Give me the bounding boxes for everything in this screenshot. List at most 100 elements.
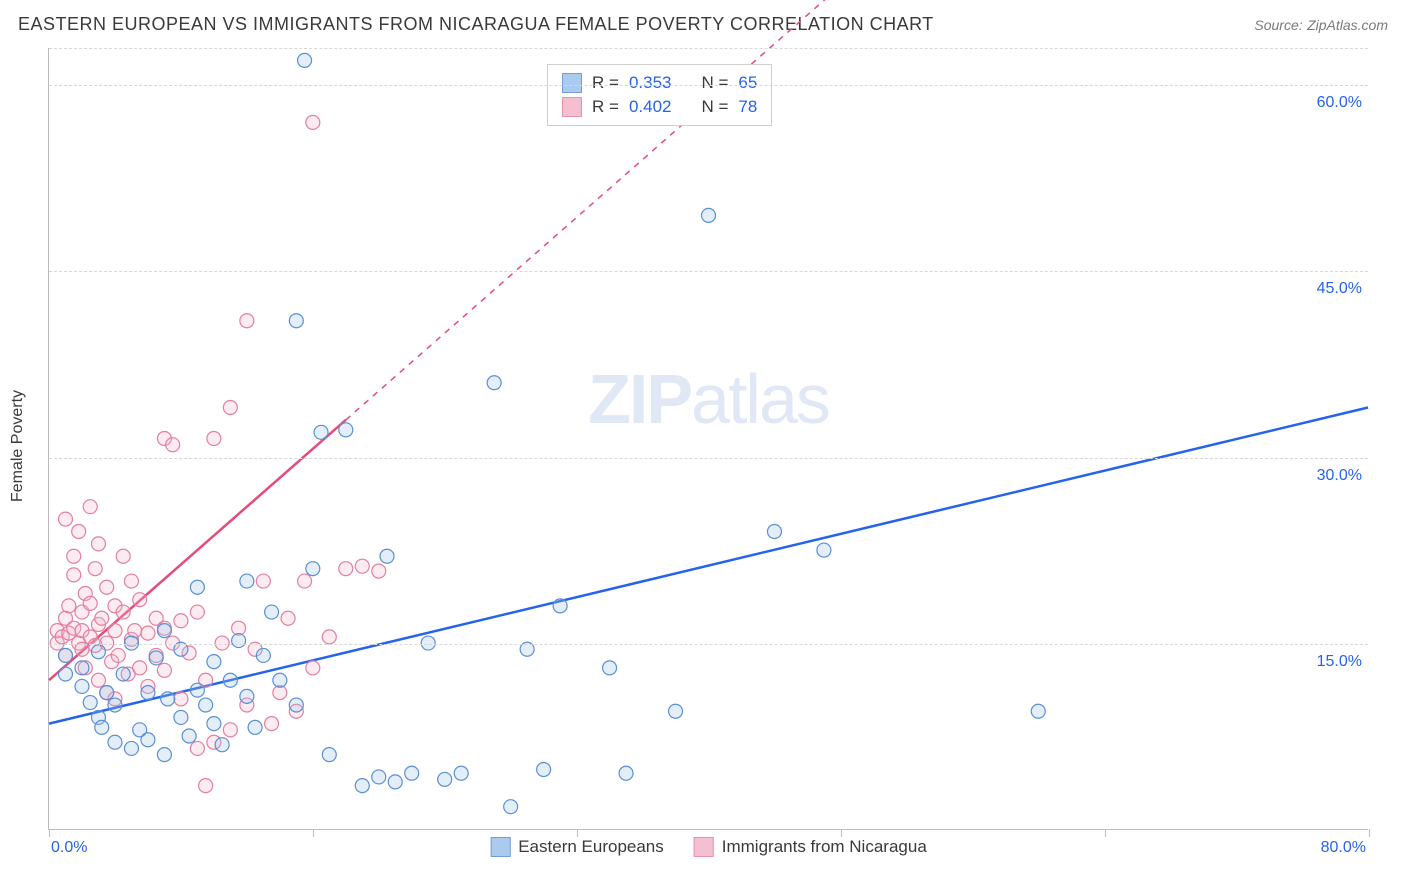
data-point (487, 376, 501, 390)
data-point (166, 438, 180, 452)
data-point (83, 696, 97, 710)
series-1-name: Immigrants from Nicaragua (722, 837, 927, 857)
data-point (174, 710, 188, 724)
data-point (124, 574, 138, 588)
data-point (207, 717, 221, 731)
gridline (49, 271, 1368, 272)
data-point (223, 723, 237, 737)
data-point (223, 401, 237, 415)
data-point (372, 770, 386, 784)
data-point (240, 314, 254, 328)
swatch-series-0 (562, 73, 582, 93)
data-point (273, 673, 287, 687)
y-tick-label: 30.0% (1317, 467, 1362, 485)
data-point (67, 549, 81, 563)
y-tick-label: 60.0% (1317, 94, 1362, 112)
x-tick (313, 829, 314, 837)
data-point (289, 314, 303, 328)
data-point (199, 698, 213, 712)
regression-line-series-0 (49, 408, 1368, 724)
legend-row-series-0: R = 0.353 N = 65 (562, 71, 757, 95)
correlation-legend: R = 0.353 N = 65 R = 0.402 N = 78 (547, 64, 772, 126)
data-point (91, 537, 105, 551)
swatch-series-0-bottom (490, 837, 510, 857)
legend-item-series-0: Eastern Europeans (490, 837, 664, 857)
data-point (454, 766, 468, 780)
source-attribution: Source: ZipAtlas.com (1254, 17, 1388, 35)
data-point (256, 648, 270, 662)
data-point (438, 772, 452, 786)
gridline (49, 458, 1368, 459)
x-tick (1369, 829, 1370, 837)
data-point (62, 599, 76, 613)
data-point (322, 630, 336, 644)
data-point (603, 661, 617, 675)
data-point (174, 614, 188, 628)
data-point (100, 580, 114, 594)
y-axis-title: Female Poverty (9, 390, 27, 502)
data-point (702, 208, 716, 222)
data-point (298, 574, 312, 588)
regression-line-series-1-dashed (346, 0, 890, 420)
data-point (553, 599, 567, 613)
data-point (72, 524, 86, 538)
data-point (67, 568, 81, 582)
data-point (157, 663, 171, 677)
n-label: N = (701, 73, 728, 93)
data-point (817, 543, 831, 557)
data-point (91, 645, 105, 659)
legend-item-series-1: Immigrants from Nicaragua (694, 837, 927, 857)
data-point (619, 766, 633, 780)
data-point (355, 559, 369, 573)
r-label: R = (592, 73, 619, 93)
data-point (298, 53, 312, 67)
x-tick (1105, 829, 1106, 837)
data-point (141, 686, 155, 700)
data-point (767, 524, 781, 538)
y-tick-label: 45.0% (1317, 280, 1362, 298)
data-point (265, 717, 279, 731)
gridline (49, 48, 1368, 49)
data-point (199, 779, 213, 793)
scatter-plot: ZIPatlas 15.0%30.0%45.0%60.0% 0.0% 80.0%… (48, 48, 1368, 830)
swatch-series-1 (562, 97, 582, 117)
data-point (141, 626, 155, 640)
source-label: Source: (1254, 17, 1302, 33)
data-point (75, 679, 89, 693)
gridline (49, 644, 1368, 645)
legend-row-series-1: R = 0.402 N = 78 (562, 95, 757, 119)
data-point (306, 115, 320, 129)
data-point (133, 661, 147, 675)
x-tick (841, 829, 842, 837)
series-legend: Eastern Europeans Immigrants from Nicara… (490, 837, 927, 857)
data-point (265, 605, 279, 619)
data-point (207, 655, 221, 669)
data-point (190, 605, 204, 619)
data-point (281, 611, 295, 625)
data-point (190, 741, 204, 755)
data-point (504, 800, 518, 814)
data-point (405, 766, 419, 780)
data-point (289, 698, 303, 712)
data-point (100, 686, 114, 700)
data-point (256, 574, 270, 588)
data-point (240, 574, 254, 588)
series-0-name: Eastern Europeans (518, 837, 664, 857)
data-point (124, 741, 138, 755)
plot-svg (49, 48, 1368, 829)
data-point (88, 562, 102, 576)
data-point (372, 564, 386, 578)
data-point (95, 611, 109, 625)
data-point (388, 775, 402, 789)
data-point (108, 735, 122, 749)
data-point (537, 763, 551, 777)
data-point (223, 673, 237, 687)
data-point (83, 596, 97, 610)
data-point (157, 624, 171, 638)
data-point (116, 605, 130, 619)
data-point (149, 651, 163, 665)
data-point (207, 432, 221, 446)
r-label: R = (592, 97, 619, 117)
data-point (161, 692, 175, 706)
data-point (190, 683, 204, 697)
